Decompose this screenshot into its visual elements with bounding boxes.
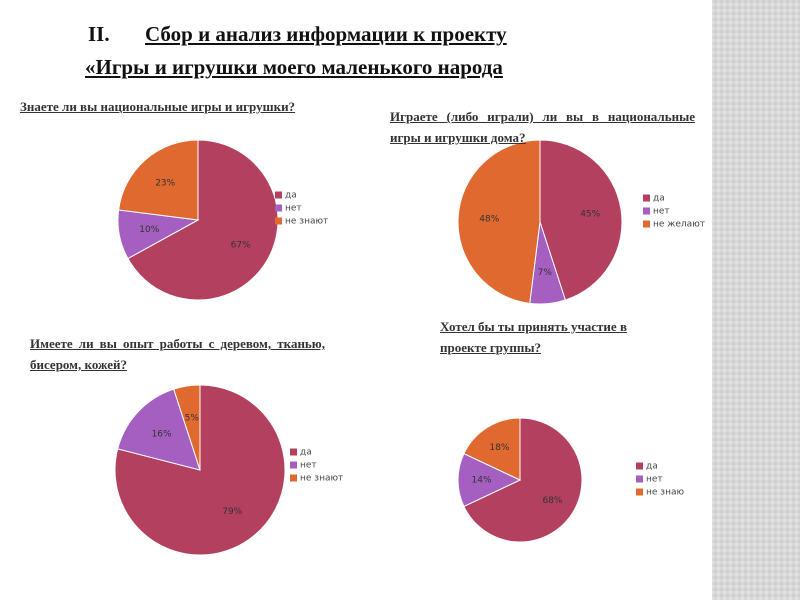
legend-label: да	[285, 191, 297, 201]
slice-label: 23%	[155, 178, 175, 188]
side-strip	[712, 0, 800, 600]
slice-label: 48%	[479, 214, 499, 224]
question: Имеете ли вы опыт работы с деревом, ткан…	[30, 336, 325, 372]
slice-label: 14%	[472, 476, 492, 486]
slice-label: 68%	[542, 496, 562, 506]
slide-number: II.	[88, 22, 110, 46]
pie-slice	[173, 384, 201, 471]
legend-label: не знаю	[646, 488, 684, 498]
legend-label: да	[646, 462, 658, 472]
legend-swatch	[636, 462, 643, 470]
pie-slice	[463, 417, 583, 543]
legend-label: не желают	[653, 220, 705, 230]
legend-label: нет	[300, 461, 317, 471]
slice-label: 67%	[231, 241, 251, 251]
legend-label: да	[300, 448, 312, 458]
question: Знаете ли вы национальные игры и игрушки…	[20, 99, 296, 114]
question: Хотел бы ты принять участие в проекте гр…	[440, 319, 627, 355]
slice-label: 18%	[489, 443, 509, 453]
pie-slice	[114, 384, 286, 556]
pie-slice	[457, 452, 522, 508]
pie-slice	[127, 139, 279, 301]
legend-label: нет	[285, 204, 302, 214]
legend-swatch	[290, 461, 297, 469]
legend-swatch	[643, 194, 650, 202]
legend-swatch	[636, 475, 643, 483]
legend-swatch	[643, 220, 650, 228]
slide-title: Сбор и анализ информации к проекту	[145, 22, 507, 46]
legend-swatch	[643, 207, 650, 215]
legend-swatch	[275, 217, 282, 225]
question: Играете (либо играли) ли вы в национальн…	[390, 109, 695, 145]
pie-slice	[457, 139, 541, 304]
slice-label: 45%	[580, 210, 600, 220]
pie-slice	[117, 388, 201, 471]
legend-label: не знают	[300, 474, 343, 484]
slice-label: 16%	[152, 429, 172, 439]
slide-title: «Игры и игрушки моего маленького народа	[85, 55, 503, 79]
pie-slice	[539, 139, 623, 301]
pie-slice	[118, 139, 199, 221]
legend-swatch	[636, 488, 643, 496]
legend-swatch	[275, 191, 282, 199]
legend-label: не знают	[285, 217, 328, 227]
slice-label: 5%	[185, 413, 200, 423]
slice-label: 79%	[222, 507, 242, 517]
legend-label: нет	[653, 207, 670, 217]
legend-label: да	[653, 194, 665, 204]
slice-label: 7%	[538, 268, 553, 278]
slice-label: 10%	[139, 225, 159, 235]
legend-swatch	[290, 448, 297, 456]
legend-swatch	[275, 204, 282, 212]
legend-swatch	[290, 474, 297, 482]
pie-slice	[463, 417, 521, 481]
legend-label: нет	[646, 475, 663, 485]
